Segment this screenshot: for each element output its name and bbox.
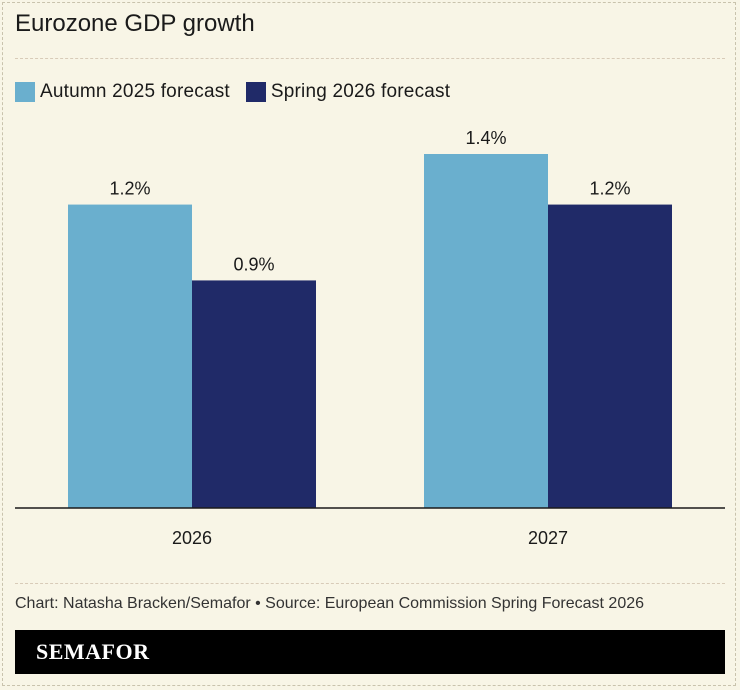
header-divider bbox=[15, 58, 725, 59]
data-label-spring-2027: 1.2% bbox=[589, 179, 630, 199]
bar-chart: 1.2% 0.9% 2026 1.4% 1.2% 2027 bbox=[15, 128, 725, 548]
bar-autumn-2026 bbox=[68, 204, 192, 509]
data-label-autumn-2026: 1.2% bbox=[109, 179, 150, 199]
legend-label-spring: Spring 2026 forecast bbox=[270, 81, 451, 102]
data-label-autumn-2027: 1.4% bbox=[465, 128, 506, 148]
source-credit: Chart: Natasha Bracken/Semafor • Source:… bbox=[15, 595, 645, 612]
legend: Autumn 2025 forecast Spring 2026 forecas… bbox=[15, 81, 450, 103]
bar-spring-2027 bbox=[548, 204, 672, 509]
bar-spring-2026 bbox=[192, 280, 316, 508]
brand-bar: SEMAFOR bbox=[15, 630, 725, 674]
chart-title: Eurozone GDP growth bbox=[15, 10, 255, 37]
x-tick-label-2026: 2026 bbox=[172, 528, 212, 548]
legend-item-spring: Spring 2026 forecast bbox=[245, 81, 451, 103]
semafor-logo: SEMAFOR bbox=[36, 639, 150, 664]
bar-autumn-2027 bbox=[424, 154, 548, 508]
footer-divider bbox=[15, 583, 725, 584]
data-label-spring-2026: 0.9% bbox=[233, 254, 274, 274]
legend-swatch-autumn bbox=[15, 82, 35, 102]
legend-swatch-spring bbox=[245, 82, 266, 102]
legend-item-autumn: Autumn 2025 forecast bbox=[15, 81, 230, 103]
legend-label-autumn: Autumn 2025 forecast bbox=[40, 81, 230, 102]
x-tick-label-2027: 2027 bbox=[528, 528, 568, 548]
